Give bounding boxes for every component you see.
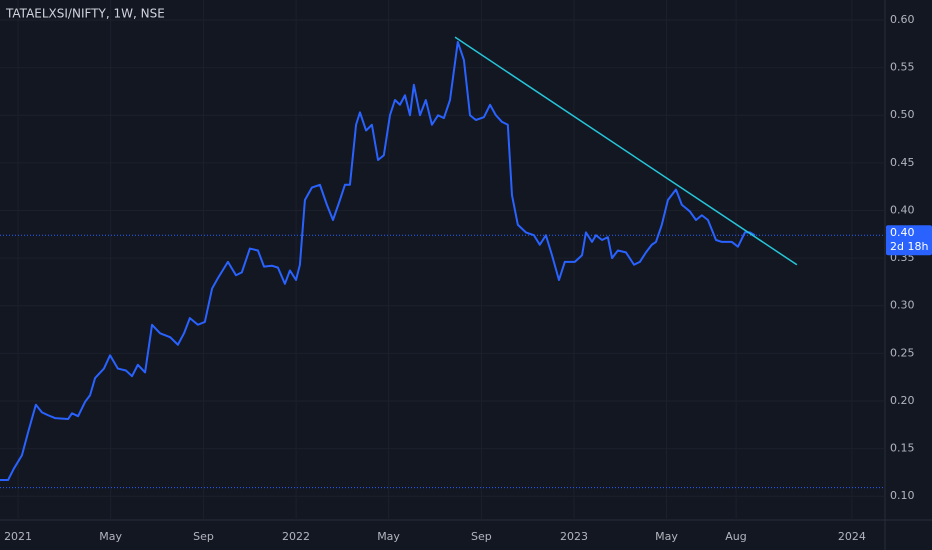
y-tick-label: 0.25	[890, 346, 915, 359]
chart-title: TATAELXSI/NIFTY, 1W, NSE	[5, 7, 165, 21]
y-tick-label: 0.50	[890, 108, 915, 121]
y-tick-label: 0.45	[890, 156, 915, 169]
x-tick-label: May	[99, 530, 122, 543]
x-tick-label: 2022	[282, 530, 310, 543]
price-line	[0, 40, 756, 481]
x-tick-label: Sep	[471, 530, 492, 543]
grid	[0, 0, 885, 520]
y-tick-label: 0.20	[890, 394, 915, 407]
y-tick-label: 0.60	[890, 13, 915, 26]
plot	[0, 36, 885, 489]
x-tick-label: May	[377, 530, 400, 543]
last-value-box	[886, 225, 932, 256]
y-tick-label: 0.15	[890, 442, 915, 455]
y-tick-label: 0.10	[890, 489, 915, 502]
x-tick-label: 2024	[838, 530, 866, 543]
countdown-label: 2d 18h	[890, 240, 928, 253]
y-tick-label: 0.55	[890, 61, 915, 74]
x-tick-label: 2023	[560, 530, 588, 543]
y-tick-label: 0.30	[890, 299, 915, 312]
trendline	[454, 36, 798, 266]
x-tick-label: May	[655, 530, 678, 543]
x-tick-label: 2021	[4, 530, 32, 543]
x-tick-label: Aug	[725, 530, 746, 543]
y-tick-label: 0.40	[890, 203, 915, 216]
last-value-label: 0.40	[890, 226, 915, 239]
x-tick-label: Sep	[193, 530, 214, 543]
